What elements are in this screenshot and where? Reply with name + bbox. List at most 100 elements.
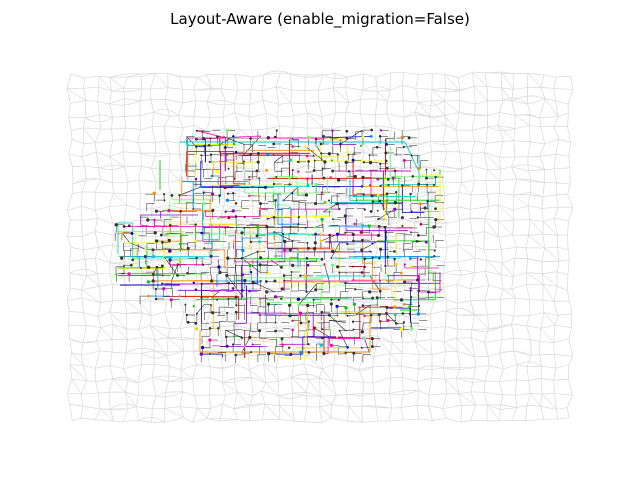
mesh-edge	[267, 180, 279, 183]
graph-node	[211, 192, 215, 196]
mesh-edge	[67, 219, 71, 237]
mesh-edge	[489, 365, 504, 370]
mesh-edge	[179, 406, 185, 418]
mesh-edge	[277, 181, 280, 197]
mesh-edge	[112, 378, 126, 393]
graph-node	[394, 322, 398, 325]
mesh-edge	[513, 140, 516, 157]
mesh-edge	[320, 356, 323, 370]
mesh-edge	[262, 262, 268, 275]
graph-node	[280, 287, 284, 291]
mesh-edge	[82, 405, 101, 410]
mesh-edge	[156, 181, 169, 183]
mesh-edge	[349, 284, 360, 288]
graph-node	[363, 314, 366, 318]
routed-edge	[314, 224, 324, 228]
mesh-edge	[249, 89, 252, 105]
mesh-edge	[262, 169, 279, 182]
mesh-edge	[142, 312, 152, 317]
mesh-edge	[540, 324, 556, 329]
mesh-edge	[530, 339, 541, 342]
mesh-edge	[225, 391, 238, 396]
mesh-edge	[458, 393, 476, 406]
mesh-edge	[345, 125, 365, 128]
graph-node	[288, 314, 292, 318]
mesh-edge	[404, 284, 415, 286]
mesh-edge	[151, 408, 153, 423]
mesh-edge	[66, 88, 71, 104]
mesh-edge	[487, 86, 502, 89]
graph-node	[147, 294, 150, 298]
mesh-edge	[444, 223, 447, 236]
mesh-edge	[249, 363, 264, 370]
mesh-edge	[86, 273, 98, 277]
mesh-edge	[192, 183, 197, 192]
mesh-edge	[307, 154, 310, 166]
mesh-edge	[418, 354, 420, 369]
graph-node	[256, 250, 259, 253]
graph-node	[232, 135, 235, 138]
graph-node	[194, 223, 197, 226]
mesh-edge	[527, 192, 531, 206]
graph-node	[329, 329, 332, 332]
graph-node	[275, 176, 278, 178]
mesh-edge	[70, 100, 86, 104]
mesh-edge	[542, 300, 545, 313]
mesh-edge	[344, 77, 348, 88]
mesh-edge	[164, 406, 181, 409]
graph-node	[368, 160, 373, 165]
mesh-edge	[80, 393, 83, 407]
mesh-edge	[556, 286, 568, 291]
mesh-edge	[290, 102, 295, 117]
graph-node	[335, 304, 339, 308]
mesh-edge	[511, 166, 517, 179]
graph-node	[209, 200, 212, 202]
mesh-edge	[86, 275, 100, 287]
mesh-edge	[431, 89, 445, 102]
mesh-edge	[332, 73, 336, 88]
mesh-edge	[444, 379, 448, 394]
mesh-edge	[487, 125, 499, 128]
mesh-edge	[69, 403, 83, 407]
mesh-edge	[69, 247, 72, 262]
mesh-edge	[330, 204, 348, 207]
graph-node	[248, 175, 251, 178]
graph-node	[227, 216, 231, 220]
mesh-edge	[164, 116, 171, 127]
mesh-edge	[541, 260, 559, 263]
mesh-edge	[372, 356, 374, 367]
graph-node	[151, 279, 155, 283]
mesh-edge	[123, 276, 126, 286]
graph-node	[179, 242, 182, 246]
graph-node	[344, 160, 348, 165]
mesh-edge	[181, 191, 194, 195]
mesh-edge	[541, 393, 557, 410]
mesh-edge	[361, 141, 365, 153]
graph-node	[291, 145, 295, 148]
mesh-edge	[418, 100, 432, 103]
mesh-edge	[141, 165, 152, 169]
mesh-edge	[375, 274, 388, 276]
mesh-edge	[222, 140, 239, 158]
mesh-edge	[446, 299, 458, 304]
mesh-edge	[236, 232, 252, 250]
mesh-edge	[84, 259, 87, 276]
graph-node	[339, 138, 342, 142]
mesh-edge	[139, 193, 141, 210]
graph-node	[266, 136, 270, 140]
mesh-edge	[111, 164, 125, 168]
mesh-edge	[553, 77, 557, 89]
mesh-edge	[137, 377, 153, 384]
mesh-edge	[415, 111, 430, 117]
mesh-edge	[209, 263, 226, 273]
mesh-edge	[319, 377, 333, 382]
mesh-edge	[558, 259, 570, 262]
graph-node	[409, 257, 412, 260]
graph-node	[288, 248, 292, 252]
mesh-edge	[138, 329, 143, 338]
graph-node	[152, 191, 156, 195]
graph-node	[378, 289, 382, 293]
graph-node	[200, 154, 203, 157]
graph-node	[274, 198, 277, 202]
graph-node	[330, 257, 333, 260]
